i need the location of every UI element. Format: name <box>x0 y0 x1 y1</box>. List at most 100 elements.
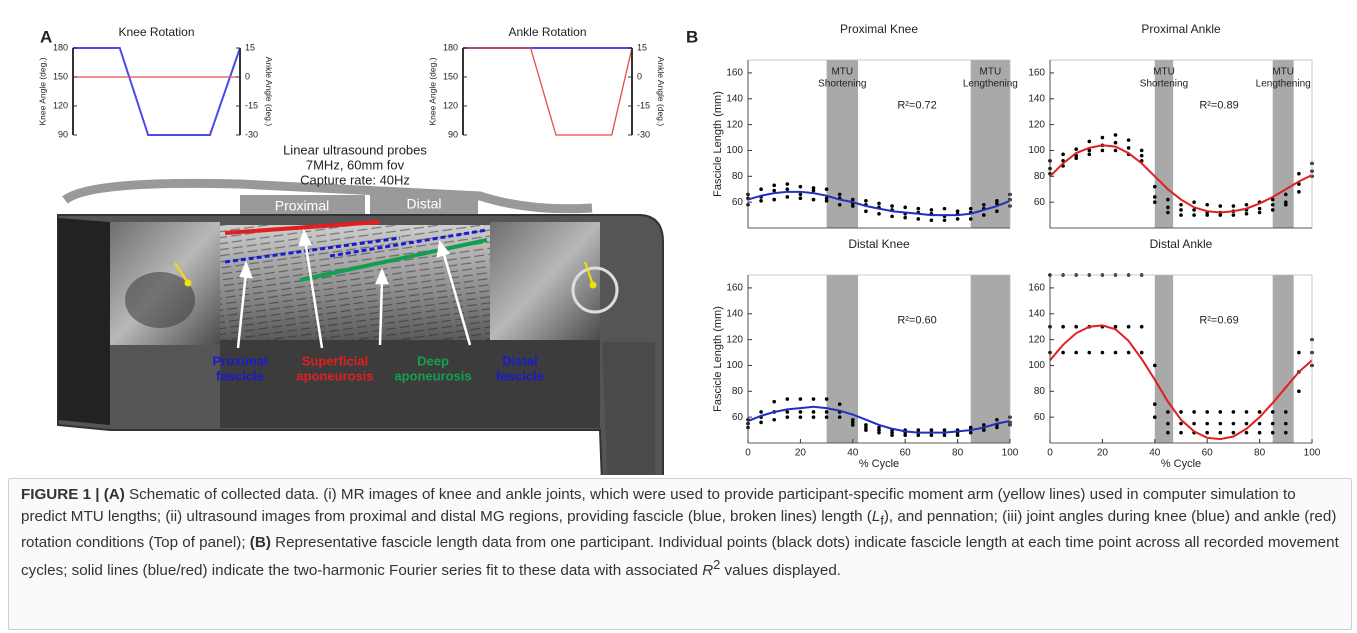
data-point <box>1258 431 1262 435</box>
data-point <box>1232 431 1236 435</box>
data-point <box>1284 410 1288 414</box>
data-point <box>772 418 776 422</box>
y-tick-label: 100 <box>1028 360 1045 371</box>
data-point <box>877 431 881 435</box>
shaded-region <box>827 275 858 443</box>
anatomy-label: Distal <box>502 353 537 368</box>
data-point <box>1166 211 1170 215</box>
y2-tick-label: -30 <box>637 129 650 139</box>
probe-text: Linear ultrasound probes <box>283 142 427 157</box>
y2-tick-label: 0 <box>637 71 642 81</box>
data-point <box>1297 390 1301 394</box>
y-tick-label: 60 <box>1034 197 1046 208</box>
r-squared: R²=0.72 <box>897 99 936 111</box>
data-point <box>877 202 881 206</box>
x-tick-label: 80 <box>952 448 964 459</box>
data-point <box>864 199 868 203</box>
shaded-label: MTU <box>1272 67 1294 78</box>
data-point <box>1114 149 1118 153</box>
data-point <box>812 415 816 419</box>
y-tick-label: 80 <box>732 386 744 397</box>
data-point <box>759 187 763 191</box>
data-point <box>1258 207 1262 211</box>
data-point <box>1284 193 1288 197</box>
mr-feature <box>125 272 195 328</box>
data-point <box>1284 203 1288 207</box>
data-point <box>851 198 855 202</box>
data-point <box>1232 410 1236 414</box>
y-tick-label: 90 <box>448 129 458 139</box>
data-point <box>1179 213 1183 217</box>
series-line <box>73 48 240 135</box>
y-axis-label: Knee Angle (deg.) <box>37 57 47 125</box>
data-point <box>825 397 829 401</box>
data-point <box>1061 351 1065 355</box>
data-point <box>1179 422 1183 426</box>
anatomy-label: fascicle <box>496 368 544 383</box>
y-tick-label: 140 <box>726 308 743 319</box>
y-tick-label: 160 <box>1028 68 1045 79</box>
data-point <box>1192 200 1196 204</box>
x-tick-label: 0 <box>1047 448 1053 459</box>
data-point <box>864 428 868 432</box>
y-tick-label: 100 <box>726 360 743 371</box>
shaded-label: MTU <box>1153 67 1175 78</box>
data-point <box>917 433 921 437</box>
data-point <box>1166 431 1170 435</box>
data-point <box>1140 351 1144 355</box>
data-point <box>772 198 776 202</box>
x-tick-label: 100 <box>1304 448 1321 459</box>
data-point <box>877 212 881 216</box>
y-tick-label: 60 <box>732 197 744 208</box>
data-point <box>969 217 973 221</box>
shaded-label: Shortening <box>818 79 866 90</box>
anatomy-label: aponeurosis <box>394 368 471 383</box>
data-point <box>1101 351 1105 355</box>
probe-text: 7MHz, 60mm fov <box>306 157 405 172</box>
x-axis-label: % Cycle <box>859 458 899 470</box>
data-point <box>969 207 973 211</box>
leg-end <box>58 218 110 425</box>
shaded-label: Lengthening <box>1256 79 1311 90</box>
data-point <box>1127 146 1131 150</box>
data-point <box>1074 351 1078 355</box>
data-point <box>799 397 803 401</box>
data-point <box>1179 431 1183 435</box>
data-point <box>1074 147 1078 151</box>
data-point <box>1205 203 1209 207</box>
y-tick-label: 160 <box>726 68 743 79</box>
data-point <box>1114 133 1118 137</box>
y-tick-label: 150 <box>53 71 68 81</box>
data-point <box>1192 410 1196 414</box>
data-point <box>1245 422 1249 426</box>
shaded-label: Shortening <box>1140 79 1188 90</box>
r-squared: R²=0.89 <box>1199 99 1238 111</box>
data-point <box>1284 422 1288 426</box>
data-point <box>1101 136 1105 140</box>
data-point <box>772 184 776 188</box>
data-point <box>1153 185 1157 189</box>
r-squared: R²=0.60 <box>897 314 936 326</box>
data-point <box>799 410 803 414</box>
y-tick-label: 140 <box>1028 308 1045 319</box>
data-point <box>1192 422 1196 426</box>
data-point <box>838 402 842 406</box>
data-point <box>1074 156 1078 160</box>
axes-box <box>463 48 632 135</box>
data-point <box>1074 325 1078 329</box>
y-tick-label: 120 <box>53 100 68 110</box>
y-tick-label: 60 <box>1034 412 1046 423</box>
data-point <box>1205 410 1209 414</box>
data-point <box>1245 410 1249 414</box>
data-point <box>1179 208 1183 212</box>
y-tick-label: 80 <box>1034 171 1046 182</box>
caption-text: values displayed. <box>720 562 841 579</box>
data-point <box>1061 153 1065 157</box>
data-point <box>982 213 986 217</box>
moment-arm-dot <box>590 282 597 289</box>
data-point <box>1153 200 1157 204</box>
x-tick-label: 20 <box>1097 448 1109 459</box>
data-point <box>851 423 855 427</box>
data-point <box>943 207 947 211</box>
data-point <box>1101 149 1105 153</box>
